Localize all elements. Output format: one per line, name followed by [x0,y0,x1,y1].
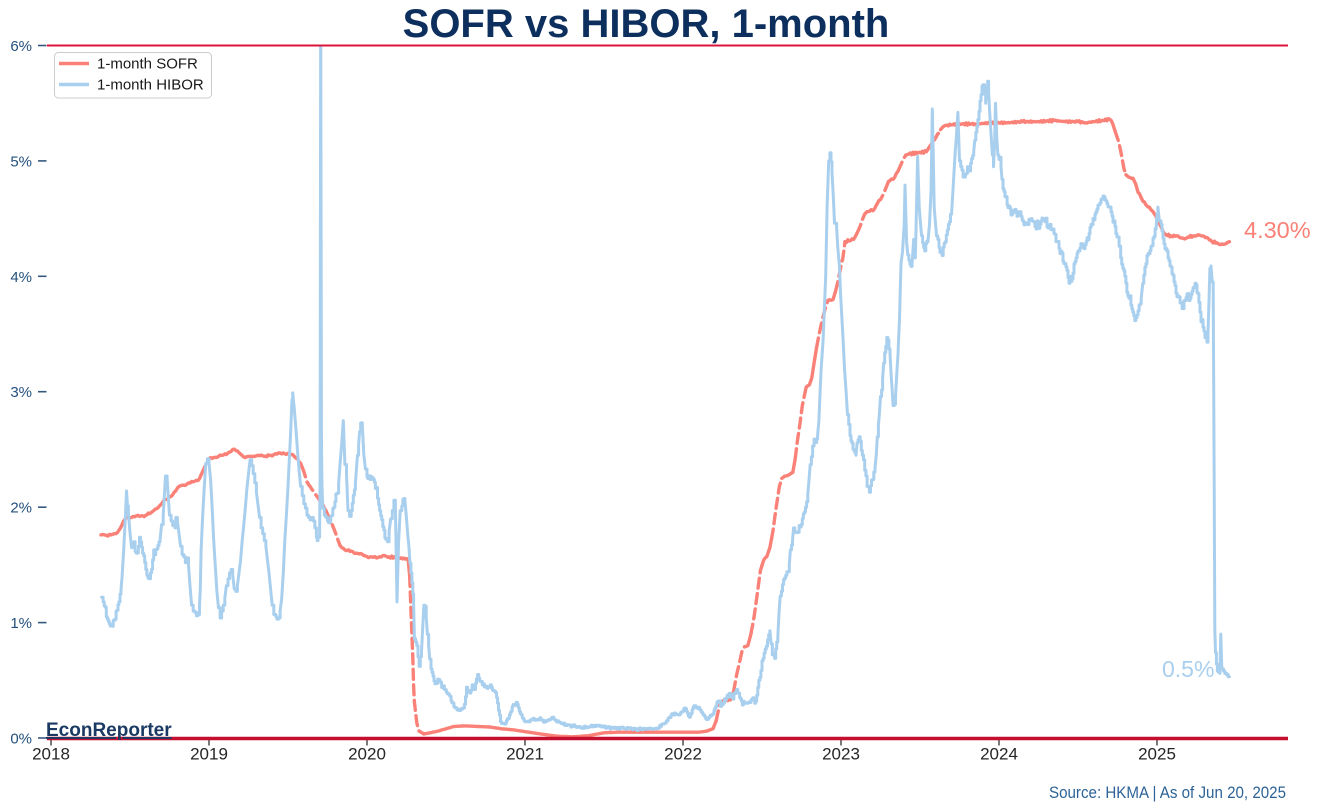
svg-text:2020: 2020 [348,745,386,764]
svg-text:3%: 3% [10,384,32,401]
svg-text:1%: 1% [10,615,32,632]
svg-text:2018: 2018 [32,745,70,764]
svg-text:4.30%: 4.30% [1244,217,1311,243]
svg-text:2021: 2021 [506,745,544,764]
svg-text:2022: 2022 [664,745,702,764]
svg-text:1-month HIBOR: 1-month HIBOR [97,77,204,94]
svg-text:0%: 0% [10,731,32,748]
svg-text:2023: 2023 [822,745,860,764]
svg-text:2%: 2% [10,500,32,517]
svg-text:2024: 2024 [980,745,1018,764]
svg-text:6%: 6% [10,38,32,55]
svg-text:Source: HKMA | As of Jun 20, 2: Source: HKMA | As of Jun 20, 2025 [1049,784,1286,802]
svg-text:4%: 4% [10,269,32,286]
svg-text:1-month SOFR: 1-month SOFR [97,56,198,73]
svg-text:2025: 2025 [1138,745,1176,764]
svg-text:EconReporter: EconReporter [46,720,172,741]
svg-text:2019: 2019 [190,745,228,764]
svg-text:0.5%: 0.5% [1162,656,1214,682]
svg-text:5%: 5% [10,153,32,170]
svg-text:SOFR vs HIBOR, 1-month: SOFR vs HIBOR, 1-month [403,2,890,46]
